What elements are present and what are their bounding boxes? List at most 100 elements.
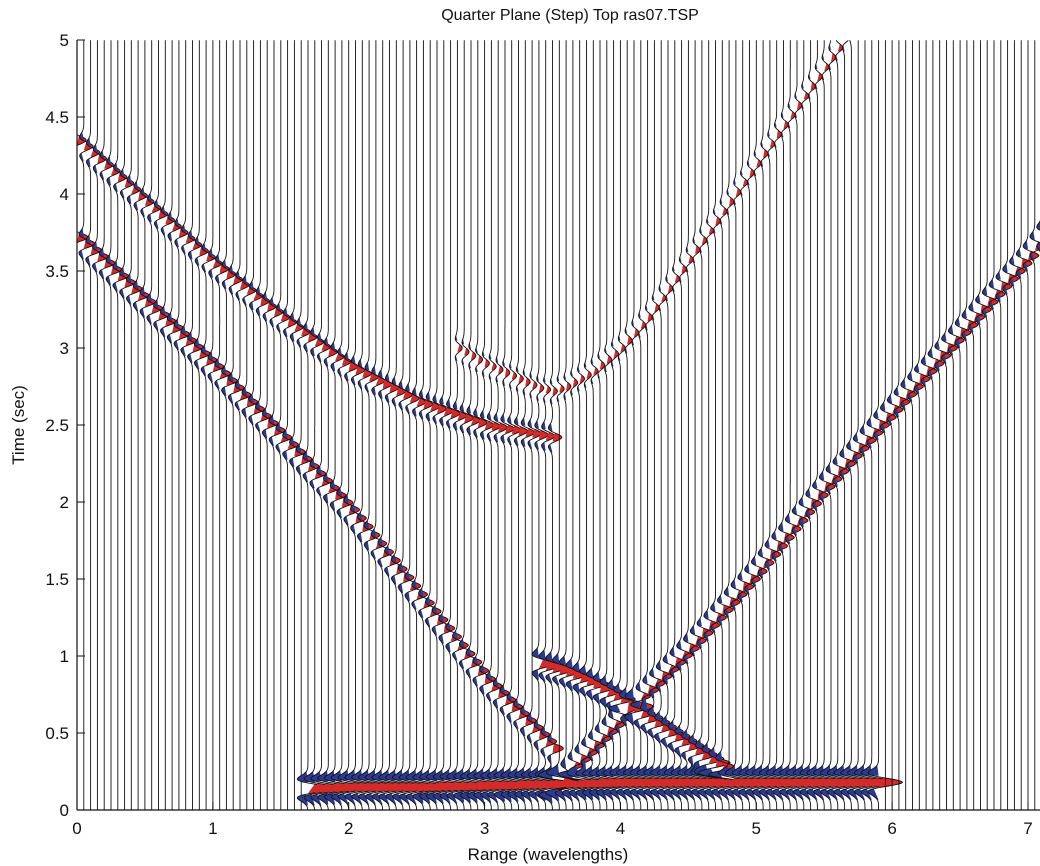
negative-lobe [297, 317, 302, 326]
negative-lobe [113, 183, 118, 192]
negative-lobe [579, 687, 587, 697]
negative-lobe [405, 383, 410, 392]
negative-lobe [120, 168, 125, 178]
negative-lobe [805, 509, 811, 519]
negative-lobe [894, 408, 899, 418]
negative-lobe [493, 677, 499, 687]
negative-lobe [479, 664, 485, 673]
negative-lobe [683, 654, 689, 664]
negative-lobe [439, 613, 444, 622]
negative-lobe [296, 444, 302, 453]
negative-lobe [547, 733, 553, 742]
negative-lobe [147, 192, 152, 202]
trace-line [677, 40, 714, 810]
trace-line [282, 40, 299, 810]
negative-lobe [900, 400, 906, 410]
trace-line [751, 40, 788, 810]
negative-lobe [398, 583, 404, 593]
negative-lobe [440, 792, 451, 804]
negative-lobe [493, 699, 499, 709]
negative-lobe [894, 386, 899, 396]
trace [193, 40, 211, 810]
trace [968, 40, 985, 810]
trace-line [853, 40, 890, 810]
trace-line [385, 40, 421, 810]
negative-lobe [309, 480, 315, 489]
negative-lobe [439, 396, 444, 405]
positive-lobe [620, 344, 626, 352]
positive-lobe [138, 190, 148, 201]
negative-lobe [928, 370, 933, 379]
negative-lobe [1036, 242, 1040, 252]
negative-lobe [521, 438, 526, 447]
negative-lobe [982, 286, 988, 296]
negative-lobe [711, 788, 723, 800]
negative-lobe [79, 131, 84, 141]
negative-lobe [358, 380, 363, 389]
negative-lobe [534, 441, 539, 450]
negative-lobe [962, 331, 967, 341]
trace-line [207, 40, 225, 810]
negative-lobe [860, 424, 865, 434]
negative-lobe [214, 358, 220, 368]
negative-lobe [771, 552, 777, 562]
negative-lobe [425, 617, 431, 627]
negative-lobe [242, 408, 247, 418]
negative-lobe [765, 539, 770, 548]
positive-lobe [511, 372, 517, 380]
negative-lobe [1009, 255, 1015, 265]
negative-lobe [847, 788, 859, 800]
trace-line [1002, 40, 1020, 810]
negative-lobe [377, 558, 383, 567]
negative-lobe [344, 793, 356, 805]
trace [554, 40, 586, 810]
trace [105, 40, 123, 810]
negative-lobe [303, 472, 308, 482]
negative-lobe [948, 324, 954, 335]
negative-lobe [513, 720, 519, 729]
negative-lobe [453, 421, 458, 431]
negative-lobe [799, 496, 804, 506]
negative-lobe [487, 433, 492, 442]
positive-lobe [559, 385, 565, 393]
negative-lobe [202, 242, 207, 251]
x-tick-label: 1 [208, 819, 217, 838]
negative-lobe [460, 403, 465, 412]
negative-lobe [538, 672, 546, 682]
negative-lobe [654, 733, 662, 743]
negative-lobe [676, 661, 682, 671]
trace [995, 40, 1013, 810]
trace-line [602, 40, 639, 810]
negative-lobe [507, 415, 512, 424]
negative-lobe [161, 227, 166, 236]
negative-lobe [338, 793, 349, 805]
negative-lobe [377, 536, 383, 546]
negative-lobe [656, 682, 662, 692]
negative-lobe [642, 674, 648, 684]
negative-lobe [371, 550, 376, 559]
negative-lobe [229, 286, 234, 295]
negative-lobe [758, 547, 764, 557]
negative-lobe [283, 307, 288, 316]
trace-line [867, 40, 904, 810]
negative-lobe [560, 757, 567, 769]
negative-lobe [452, 652, 458, 661]
negative-lobe [541, 421, 546, 430]
negative-lobe [520, 705, 526, 714]
negative-lobe [126, 273, 132, 283]
negative-lobe [269, 318, 274, 327]
negative-lobe [676, 640, 682, 650]
negative-lobe [771, 531, 777, 540]
negative-lobe [446, 398, 451, 408]
negative-lobe [860, 446, 865, 457]
negative-lobe [337, 347, 342, 356]
trace-line [738, 40, 775, 810]
negative-lobe [500, 684, 505, 694]
trace-line [1009, 40, 1026, 810]
negative-lobe [480, 431, 485, 440]
trace-line [537, 40, 585, 810]
negative-lobe [873, 431, 879, 441]
negative-lobe [371, 386, 376, 396]
negative-lobe [445, 621, 451, 631]
